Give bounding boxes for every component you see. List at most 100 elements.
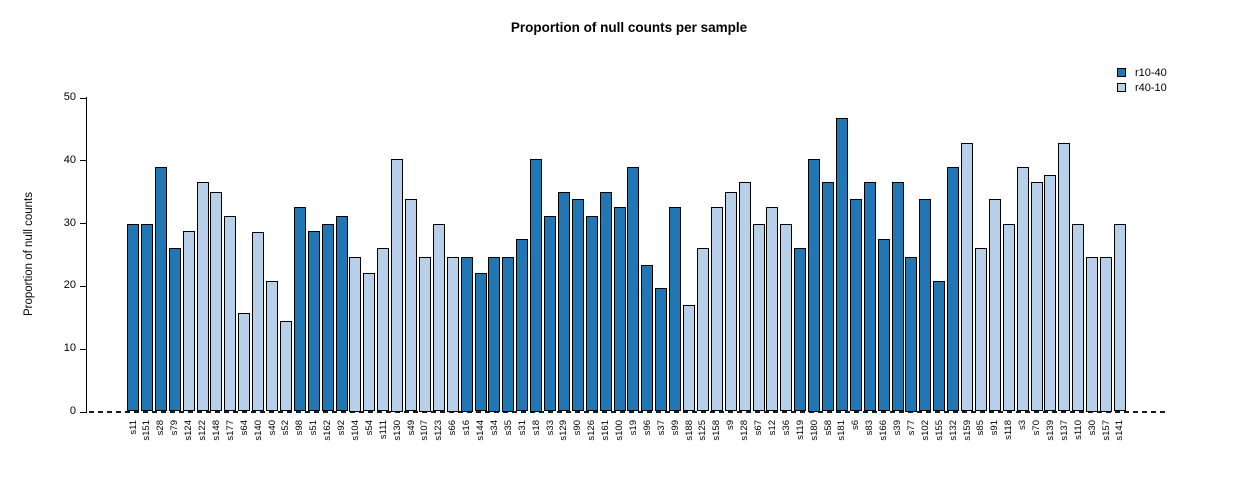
y-tick-mark [80, 348, 86, 350]
bar [822, 182, 834, 412]
bar [335, 215, 348, 412]
bar [863, 182, 876, 412]
bar [446, 257, 459, 412]
bar [794, 247, 807, 412]
x-tick-label: s177 [224, 420, 236, 441]
bar [905, 257, 918, 412]
bar [1002, 223, 1015, 412]
bar [1100, 257, 1112, 412]
bar [724, 191, 737, 412]
bar [516, 239, 529, 412]
x-tick-label: s58 [822, 420, 834, 436]
x-tick-label: s54 [363, 420, 375, 436]
x-tick-label: s161 [600, 420, 612, 441]
y-tick-label: 10 [63, 342, 76, 355]
x-tick-label: s166 [878, 420, 890, 441]
bar [835, 117, 848, 412]
x-tick-label: s158 [711, 420, 723, 441]
bar [1058, 142, 1071, 412]
x-tick-label: s91 [989, 420, 1001, 436]
bar [154, 166, 167, 412]
x-tick-label: s34 [488, 420, 500, 436]
legend-swatch-icon [1117, 68, 1126, 77]
x-tick-label: s124 [183, 420, 195, 441]
bar [168, 247, 181, 412]
bar [710, 207, 723, 412]
x-tick-label: s36 [780, 420, 792, 436]
bar [349, 257, 362, 412]
chart-title: Proportion of null counts per sample [510, 20, 748, 35]
x-tick-label: s79 [169, 420, 181, 436]
x-tick-label: s181 [836, 420, 848, 441]
x-tick-label: s144 [475, 420, 486, 441]
x-tick-label: s49 [405, 420, 417, 436]
x-tick-label: s9 [725, 420, 737, 431]
bar [363, 272, 376, 412]
x-tick-label: s66 [447, 420, 459, 436]
bar [391, 159, 404, 412]
x-tick-label: s3 [1017, 420, 1029, 431]
x-tick-label: s77 [905, 420, 917, 436]
bar [279, 321, 292, 412]
bar [599, 191, 612, 412]
x-tick-label: s140 [252, 420, 264, 441]
bar [988, 199, 1001, 412]
bar [752, 223, 765, 412]
x-tick-label: s12 [766, 420, 778, 436]
bar [488, 257, 501, 412]
x-tick-label: s125 [697, 420, 709, 441]
bar [293, 207, 306, 412]
bar [127, 223, 139, 412]
bar [1044, 174, 1057, 412]
bar [432, 223, 445, 412]
x-tick-label: s64 [238, 420, 250, 436]
x-tick-label: s100 [614, 420, 625, 441]
x-tick-label: s159 [961, 420, 973, 441]
legend-row: r40-10 [1117, 80, 1167, 95]
x-tick-label: s98 [294, 420, 306, 436]
x-tick-label: s151 [141, 420, 153, 441]
y-axis-label: Proportion of null counts [23, 191, 35, 317]
x-tick-label: s35 [502, 420, 514, 436]
y-axis-line [86, 96, 87, 413]
x-tick-label: s90 [572, 420, 584, 436]
y-tick-label: 30 [63, 216, 76, 229]
bar [140, 223, 153, 412]
x-tick-label: s111 [377, 420, 389, 440]
x-tick-label: s132 [947, 420, 959, 441]
bar [557, 191, 570, 412]
bar [571, 199, 584, 412]
zero-line [89, 410, 1166, 413]
x-tick-label: s128 [739, 420, 751, 441]
x-tick-label: s67 [753, 420, 764, 436]
x-tick-label: s162 [322, 420, 334, 441]
legend-label: r10-40 [1135, 66, 1167, 79]
bar [405, 199, 417, 412]
bar [738, 182, 751, 412]
x-tick-label: s119 [794, 420, 806, 440]
x-tick-label: s118 [1003, 420, 1015, 440]
x-tick-label: s122 [197, 420, 208, 441]
bar [544, 215, 556, 412]
x-tick-label: s123 [433, 420, 445, 441]
bar [307, 231, 320, 412]
bar [418, 257, 431, 412]
bar [974, 247, 987, 412]
x-tick-label: s129 [558, 420, 570, 441]
x-tick-label: s51 [308, 420, 320, 436]
x-tick-label: s28 [155, 420, 167, 436]
bar [474, 273, 487, 412]
legend-label: r40-10 [1135, 81, 1167, 94]
x-tick-label: s6 [850, 420, 862, 431]
bar [627, 166, 640, 412]
x-tick-label: s16 [461, 420, 473, 436]
x-tick-label: s155 [933, 420, 945, 441]
bar [891, 182, 904, 412]
x-tick-label: s180 [808, 420, 820, 441]
bar [1030, 182, 1043, 412]
bar [321, 223, 334, 412]
y-tick-label: 50 [63, 91, 76, 103]
x-tick-label: s137 [1058, 420, 1070, 441]
y-tick-mark [80, 223, 86, 225]
